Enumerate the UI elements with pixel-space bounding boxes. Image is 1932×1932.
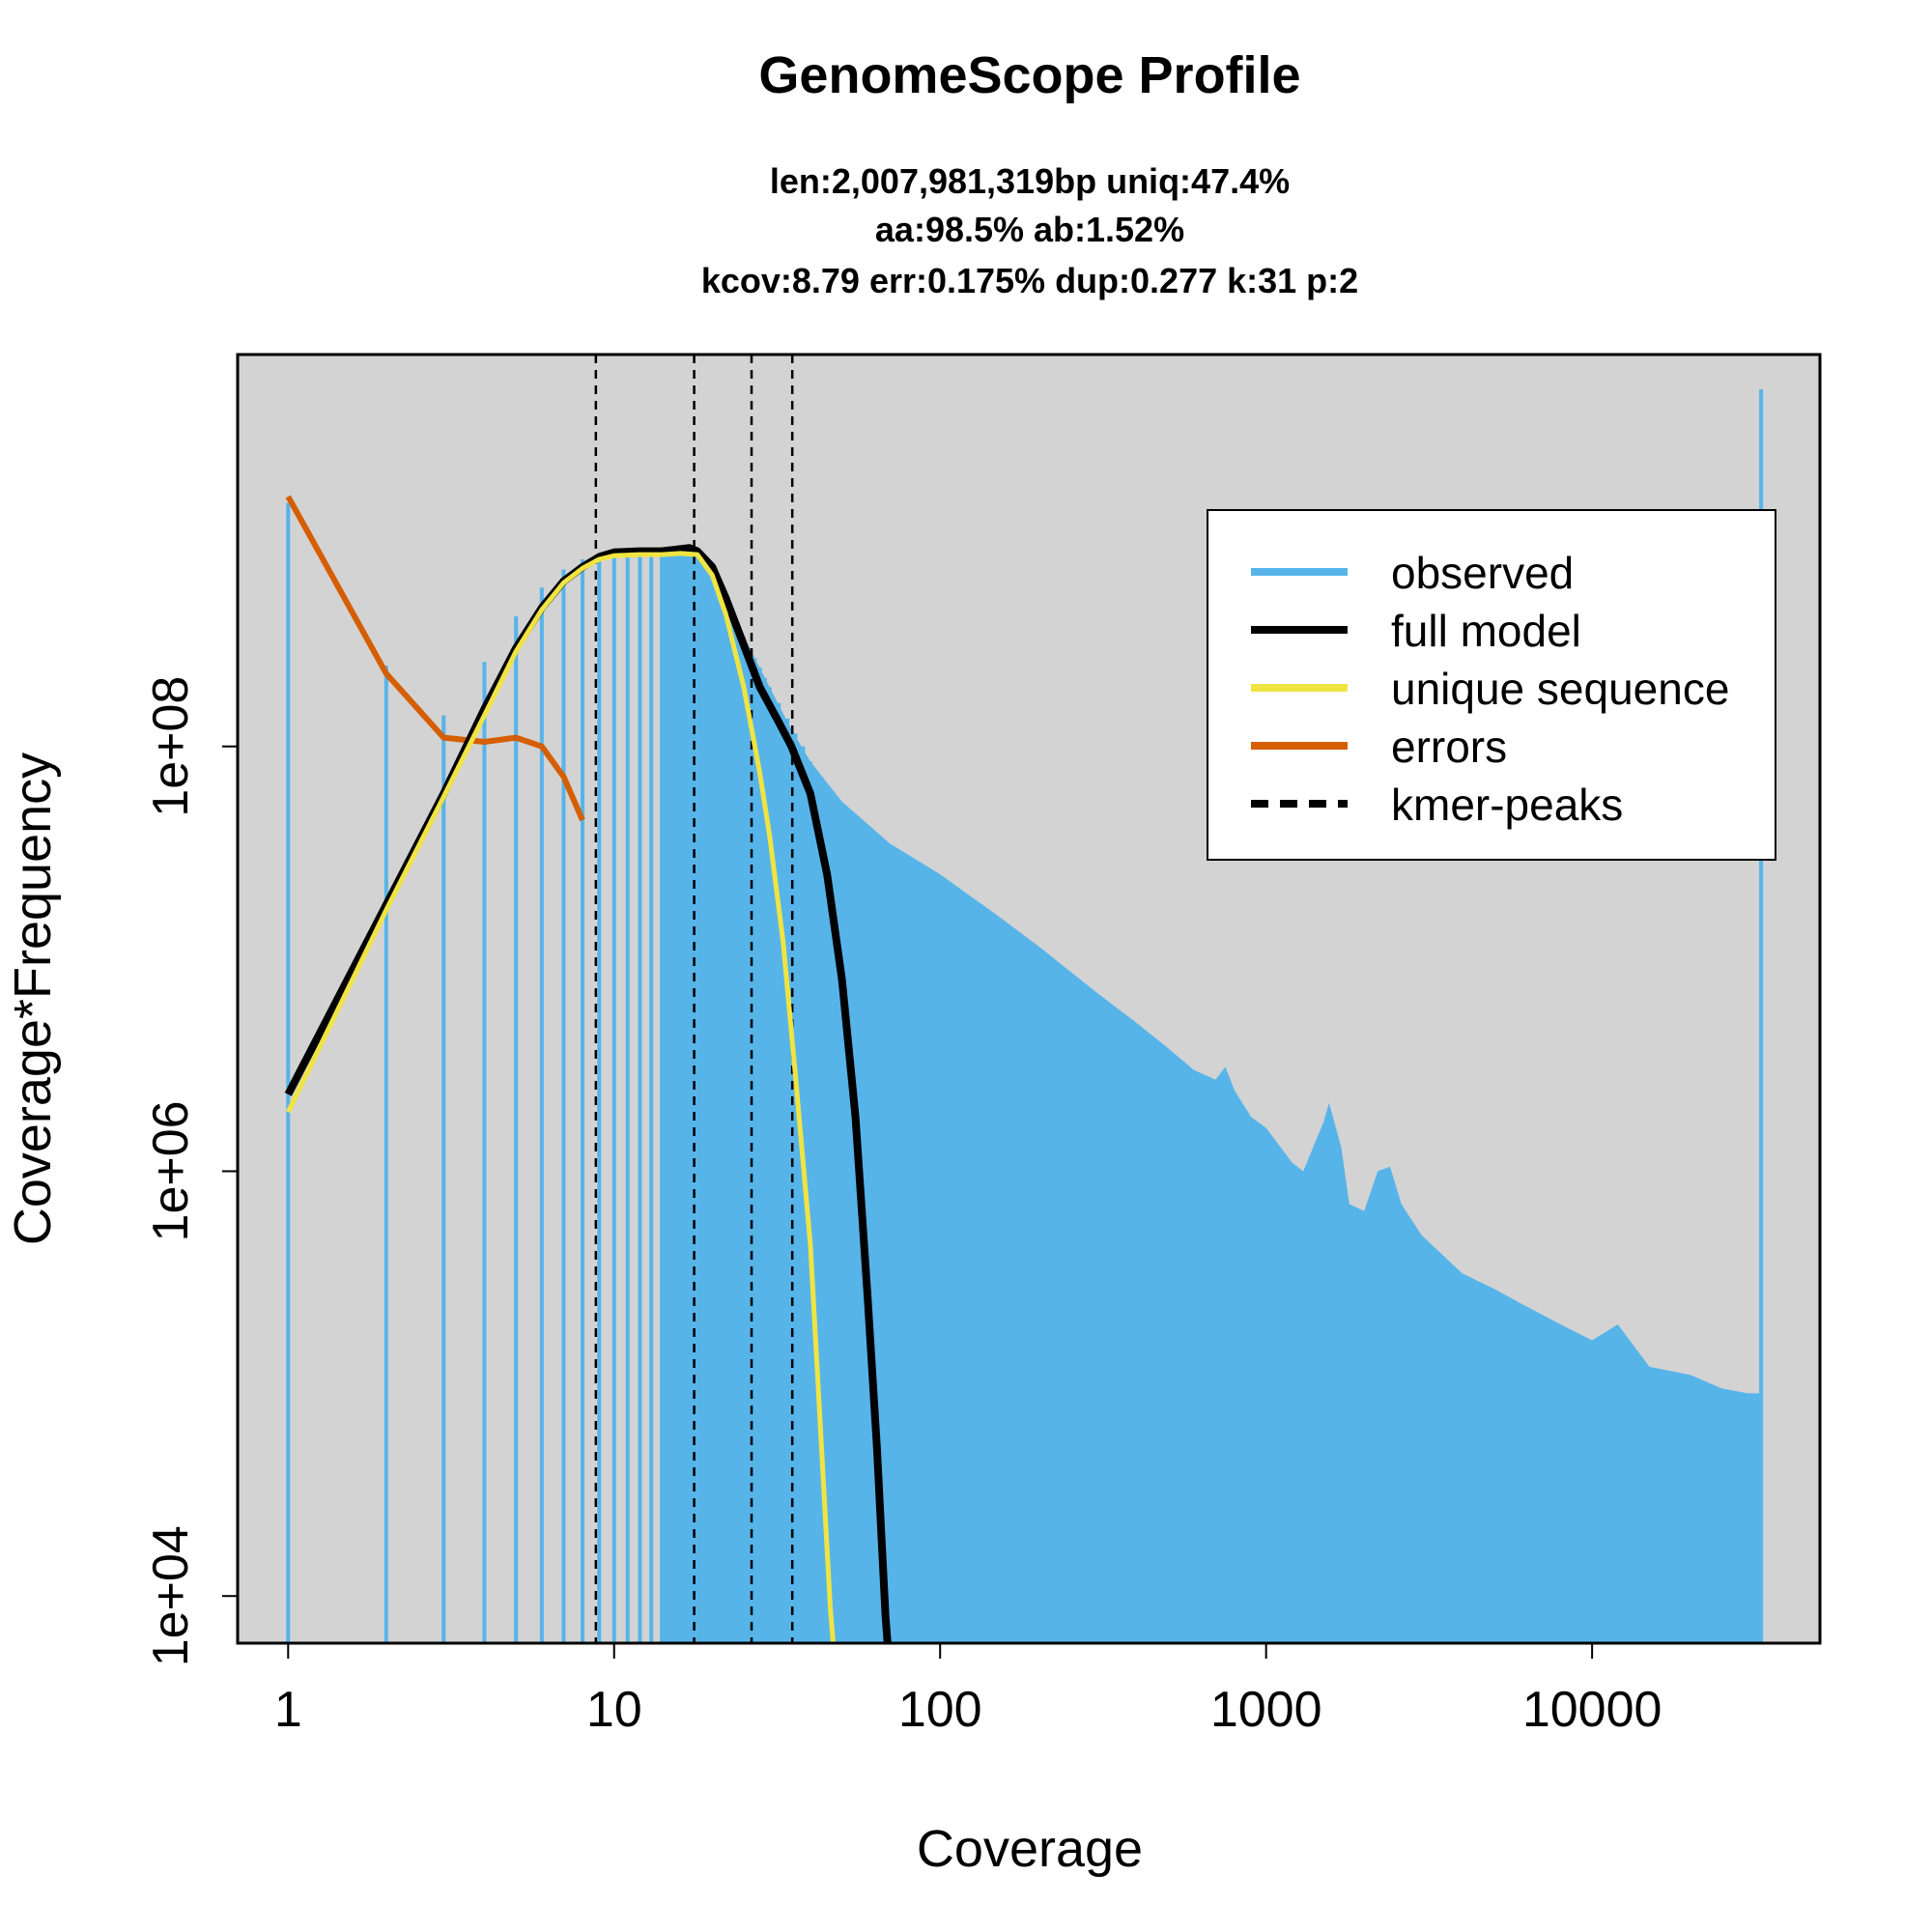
unique-sequence-line: [286, 551, 836, 1643]
kmer-peaks-series: [594, 355, 794, 1643]
chart-subtitle-line-2: aa:98.5% ab:1.52%: [875, 210, 1184, 249]
legend-label-kmer-peaks: kmer-peaks: [1391, 780, 1623, 830]
y-axis: 1e+04 1e+06 1e+08: [143, 676, 239, 1666]
chart-subtitle-line-1: len:2,007,981,319bp uniq:47.4%: [770, 161, 1290, 201]
errors-line: [285, 495, 585, 822]
legend-label-errors: errors: [1391, 722, 1507, 772]
model-lines: [284, 495, 892, 1643]
x-axis: 1 10 100 1000 10000: [274, 1642, 1662, 1738]
y-tick-label-1: 1e+06: [143, 1100, 199, 1241]
x-tick-label-1: 10: [586, 1682, 642, 1738]
legend-label-unique-sequence: unique sequence: [1391, 664, 1729, 714]
observed-series: [286, 389, 1764, 1643]
legend: observed full model unique sequence errors k…: [1207, 509, 1776, 861]
y-axis-label: Coverage*Frequency: [4, 753, 62, 1245]
x-tick-label-0: 1: [274, 1682, 302, 1738]
x-tick-label-4: 10000: [1522, 1682, 1662, 1738]
y-tick-label-2: 1e+08: [143, 676, 199, 817]
chart-title: GenomeScope Profile: [758, 46, 1300, 104]
y-tick-label-0: 1e+04: [143, 1525, 199, 1666]
x-tick-label-2: 100: [898, 1682, 982, 1738]
legend-label-full-model: full model: [1391, 606, 1581, 656]
chart-subtitle-line-3: kcov:8.79 err:0.175% dup:0.277 k:31 p:2: [701, 261, 1358, 300]
x-axis-label: Coverage: [917, 1820, 1143, 1878]
x-tick-label-3: 1000: [1210, 1682, 1322, 1738]
legend-label-observed: observed: [1391, 548, 1574, 598]
observed-area: [662, 550, 1762, 1643]
